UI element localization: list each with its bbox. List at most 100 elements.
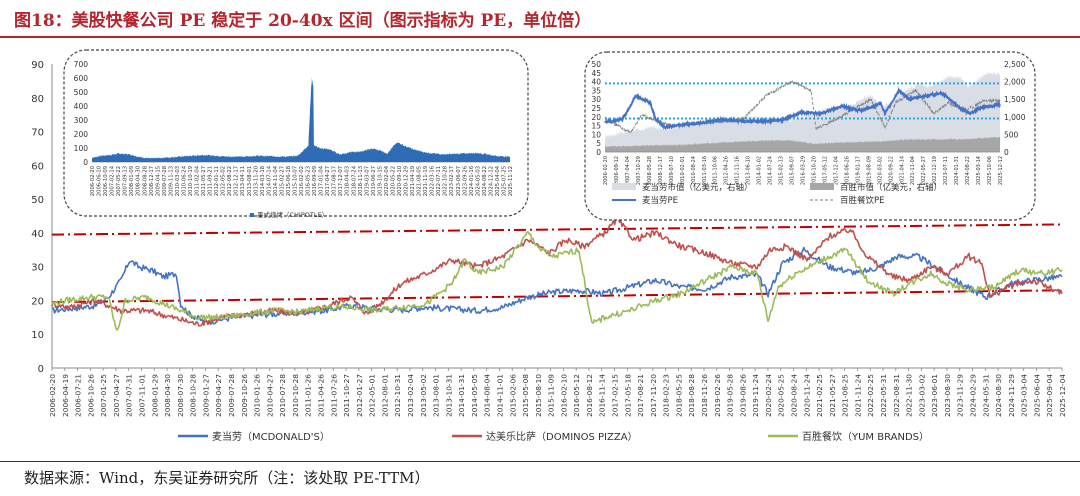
reference-line-1 [51,223,1063,236]
inset1-x-tick-label: 2013-04-11 [240,166,246,196]
inset2-x-tick-label: 2008-05-28 [647,156,653,185]
inset2-y-left-tick-label: 10 [591,130,601,139]
inset2-area-yum-mcap [605,136,1000,152]
series-line-1 [51,246,1063,326]
inset1-x-tick-label: 2008-12-17 [149,166,155,196]
x-tick-label: 2025-03-04 [1020,374,1029,417]
inset2-x-tick-label: 2021-04-14 [899,156,905,185]
inset1-x-tick-label: 2017-01-04 [319,165,325,196]
inset2-y-left-tick-label: 20 [591,113,601,122]
inset1-x-tick-label: 2009-11-13 [168,166,174,196]
inset1-x-tick-label: 2020-05-22 [390,166,396,196]
x-tick-label: 2011-10-27 [342,374,351,417]
source-note: 数据来源：Wind，东吴证券研究所（注：该处取 PE-TTM） [24,469,430,487]
x-tick-label: 2023-11-29 [956,374,965,417]
inset1-x-tick-label: 2016-02-02 [299,166,305,196]
x-tick-label: 2007-01-25 [99,374,108,417]
x-tick-label: 2008-01-29 [150,374,159,417]
inset1-x-tick-label: 2014-03-18 [260,166,266,196]
inset2-x-tick-label: 2017-05-12 [822,156,828,185]
x-tick-label: 2012-10-31 [393,374,402,417]
inset2-x-tick-label: 2016-03-29 [801,156,807,185]
x-tick-label: 2014-11-01 [495,374,504,417]
inset2-line-mcd-pe [604,86,1001,131]
inset1-y-tick-label: 300 [74,116,89,125]
x-tick-label: 2023-03-02 [917,374,926,417]
x-tick-label: 2022-05-31 [879,374,888,417]
x-tick-label: 2012-08-01 [380,374,389,417]
x-tick-label: 2010-10-28 [291,374,300,417]
inset1-y-tick-label: 0 [83,158,88,167]
inset1-x-tick-label: 2020-12-29 [404,166,410,196]
legend-label-1: 麦当劳（MCDONALD'S） [212,430,330,443]
reference-line-2 [51,289,1063,304]
inset2-x-tick-label: 2006-02-20 [603,156,609,185]
y-tick-label: 70 [31,128,44,139]
inset1-y-tick-label: 700 [74,60,89,69]
inset1-y-tick-label: 600 [74,74,89,83]
y-tick-label: 0 [38,364,44,375]
x-tick-label: 2024-11-29 [1007,374,1016,417]
inset1-x-tick-label: 2018-11-13 [358,166,364,196]
x-tick-label: 2015-08-10 [534,374,543,417]
inset1-x-tick-label: 2012-08-22 [227,166,233,196]
inset1-x-tick-label: 2011-02-04 [195,165,201,196]
inset2-x-tick-label: 2011-03-16 [702,156,708,185]
inset2-x-tick-label: 2025-12-12 [998,156,1004,185]
x-tick-label: 2022-02-25 [866,374,875,417]
x-tick-label: 2019-02-26 [713,374,722,417]
inset2-x-tick-label: 2012-04-26 [724,156,730,185]
inset2-legend-label-2: 百胜市值（亿美元，右轴） [840,182,942,193]
inset1-legend-swatch [250,213,254,217]
inset1-y-tick-label: 100 [74,144,89,153]
inset1-x-tick-label: 2019-06-27 [371,166,377,196]
inset1-x-tick-label: 2018-07-24 [351,165,357,196]
inset1-x-tick-label: 2025-11-12 [508,166,514,196]
x-tick-label: 2018-08-28 [687,374,696,417]
x-tick-label: 2020-11-24 [802,374,811,417]
inset2-legend-label-1: 麦当劳市值（亿美元，右轴） [642,182,753,193]
x-tick-label: 2013-02-04 [406,374,415,417]
inset1-x-tick-label: 2006-06-10 [97,166,103,196]
inset1-y-tick-label: 500 [74,88,89,97]
inset2-legend-label-3: 麦当劳PE [642,195,678,206]
inset2-y-left-tick-label: 25 [591,104,601,113]
x-tick-label: 2024-05-31 [981,374,990,417]
x-tick-label: 2017-11-20 [649,374,658,417]
inset2-y-left-tick-label: 5 [596,139,601,148]
inset1-x-tick-label: 2023-06-07 [456,166,462,196]
inset1-x-tick-label: 2009-07-28 [162,166,168,196]
inset2-y-right-tick-label: 500 [1004,130,1019,139]
inset1-x-tick-label: 2025-04-04 [495,165,501,196]
x-tick-label: 2007-04-27 [112,374,121,417]
x-tick-label: 2022-11-30 [905,374,914,417]
x-tick-label: 2020-02-24 [764,374,773,417]
x-tick-label: 2008-04-30 [163,374,172,417]
inset1-x-tick-label: 2009-04-15 [155,166,161,196]
inset2-x-tick-label: 2014-07-24 [768,156,774,185]
y-tick-label: 30 [31,263,44,274]
inset2-y-left-tick-label: 45 [591,69,601,78]
inset2-x-tick-label: 2008-12-17 [658,156,664,185]
x-tick-label: 2012-05-01 [368,374,377,417]
x-tick-label: 2024-02-29 [969,374,978,417]
inset1-x-tick-label: 2019-10-15 [377,166,383,196]
inset2-y-left-tick-label: 50 [591,60,601,69]
inset1-x-tick-label: 2007-02-14 [110,165,116,196]
x-tick-label: 2010-07-28 [278,374,287,417]
inset2-x-tick-label: 2019-01-17 [855,156,861,185]
inset1-x-tick-label: 2014-11-04 [273,165,279,196]
y-tick-label: 80 [31,94,44,105]
figure-title: 图18：美股快餐公司 PE 稳定于 20-40x 区间（图示指标为 PE，单位倍… [14,11,592,31]
inset1-x-tick-label: 2019-03-07 [364,166,370,196]
inset1-x-tick-label: 2010-10-19 [188,166,194,196]
x-tick-label: 2009-10-26 [240,374,249,417]
x-tick-label: 2008-10-28 [189,374,198,417]
inset1-x-tick-label: 2010-06-24 [181,165,187,196]
inset2-legend-swatch-1 [612,183,636,190]
x-tick-label: 2010-01-26 [253,374,262,417]
x-tick-label: 2021-02-25 [815,374,824,417]
inset2-area-mcd-mcap [605,71,1000,152]
x-tick-label: 2011-07-26 [329,374,338,417]
